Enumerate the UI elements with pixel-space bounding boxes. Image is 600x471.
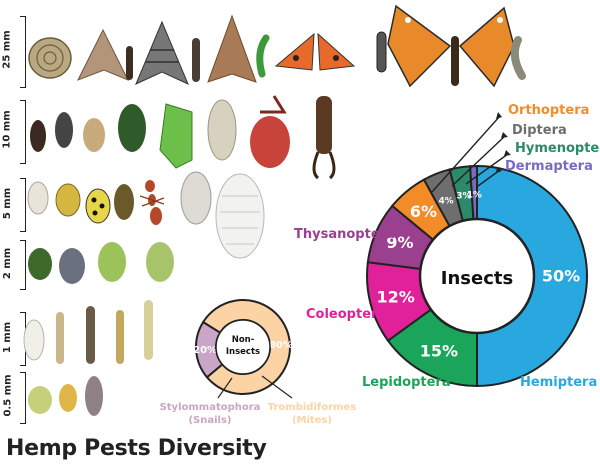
insects-value-dermaptera: 1% bbox=[467, 191, 482, 201]
label-snails: (Snails) bbox=[188, 415, 231, 426]
moth-icon bbox=[135, 20, 189, 85]
moth-icon bbox=[207, 14, 257, 83]
non-insects-value-trombidiformes-mites: 80% bbox=[269, 340, 293, 351]
beetle-icon bbox=[30, 99, 237, 169]
ant-icon bbox=[139, 180, 165, 225]
size-bracket-5mm bbox=[20, 178, 26, 232]
arrow-hymenoptera bbox=[465, 153, 509, 185]
non-insects-center-label-line1: Non- bbox=[232, 335, 255, 345]
non-insects-donut-hole bbox=[215, 319, 271, 375]
moth-icon bbox=[76, 28, 130, 81]
size-bracket-10mm bbox=[20, 100, 26, 164]
label-stylommatophora: Stylommatophora bbox=[160, 402, 261, 413]
arrow-snails bbox=[217, 377, 233, 399]
label-orthoptera: Orthoptera bbox=[508, 103, 589, 118]
caterpillar-icon bbox=[126, 46, 133, 80]
label-lepidoptera: Lepidoptera bbox=[362, 375, 451, 390]
insects-value-diptera: 4% bbox=[439, 196, 454, 206]
callout-arrows bbox=[431, 112, 511, 193]
snail-icon bbox=[28, 37, 72, 79]
insects-value-hemiptera: 50% bbox=[542, 267, 580, 286]
label-thysanoptera: Thysanoptera bbox=[294, 227, 395, 242]
insects-value-hymenoptera: 3% bbox=[456, 192, 471, 202]
arrow-orthoptera bbox=[431, 115, 501, 193]
non-insects-donut-chart: 80% 20% bbox=[193, 299, 293, 395]
non-insects-value-stylommatophora-snails: 20% bbox=[193, 345, 217, 356]
insects-donut-hole bbox=[418, 217, 536, 335]
ladybug-icon bbox=[85, 188, 111, 224]
caterpillar-icon bbox=[192, 38, 200, 82]
earwig-icon bbox=[312, 96, 336, 180]
insects-donut-chart: 50% 15% 12% 9% 6%4% 3%1% bbox=[366, 164, 588, 388]
label-trombidiformes: Trombidiformes bbox=[268, 402, 356, 413]
mite-icon bbox=[28, 376, 103, 416]
size-bracket-25mm bbox=[20, 16, 26, 88]
weevil-icon bbox=[250, 95, 290, 168]
caterpillar-icon bbox=[376, 31, 387, 73]
size-bracket-2mm bbox=[20, 240, 26, 290]
butterfly-icon bbox=[387, 4, 515, 88]
label-mites: (Mites) bbox=[292, 415, 332, 426]
non-insects-center-label-line2: Insects bbox=[226, 347, 260, 357]
label-coleoptera: Coleoptera bbox=[306, 307, 386, 322]
figure-title: Hemp Pests Diversity bbox=[6, 436, 267, 461]
beetle-icon bbox=[114, 184, 134, 220]
label-hemiptera: Hemiptera bbox=[520, 375, 597, 390]
size-bracket-05mm bbox=[20, 372, 26, 424]
insects-value-lepidoptera: 15% bbox=[420, 341, 458, 360]
arrow-diptera bbox=[451, 135, 506, 187]
label-diptera: Diptera bbox=[512, 123, 567, 138]
thrips-icon bbox=[23, 300, 153, 364]
label-dermaptera: Dermaptera bbox=[505, 159, 593, 174]
arrow-mites bbox=[261, 375, 293, 399]
insects-value-thysanoptera: 9% bbox=[386, 233, 413, 252]
moth-icon bbox=[274, 32, 356, 71]
insects-center-label: Insects bbox=[441, 268, 513, 289]
insects-value-orthoptera: 6% bbox=[410, 202, 437, 221]
caterpillar-icon bbox=[256, 34, 270, 78]
beetle-icon bbox=[55, 183, 81, 217]
label-hymenoptera: Hymenoptera bbox=[515, 141, 600, 156]
mealybug-icon bbox=[180, 171, 265, 259]
caterpillar-icon bbox=[510, 36, 526, 80]
insects-value-coleoptera: 12% bbox=[376, 287, 414, 306]
mealybug-icon bbox=[27, 181, 49, 215]
small-callout-arrows bbox=[217, 375, 293, 399]
aphid-icon bbox=[28, 242, 174, 284]
